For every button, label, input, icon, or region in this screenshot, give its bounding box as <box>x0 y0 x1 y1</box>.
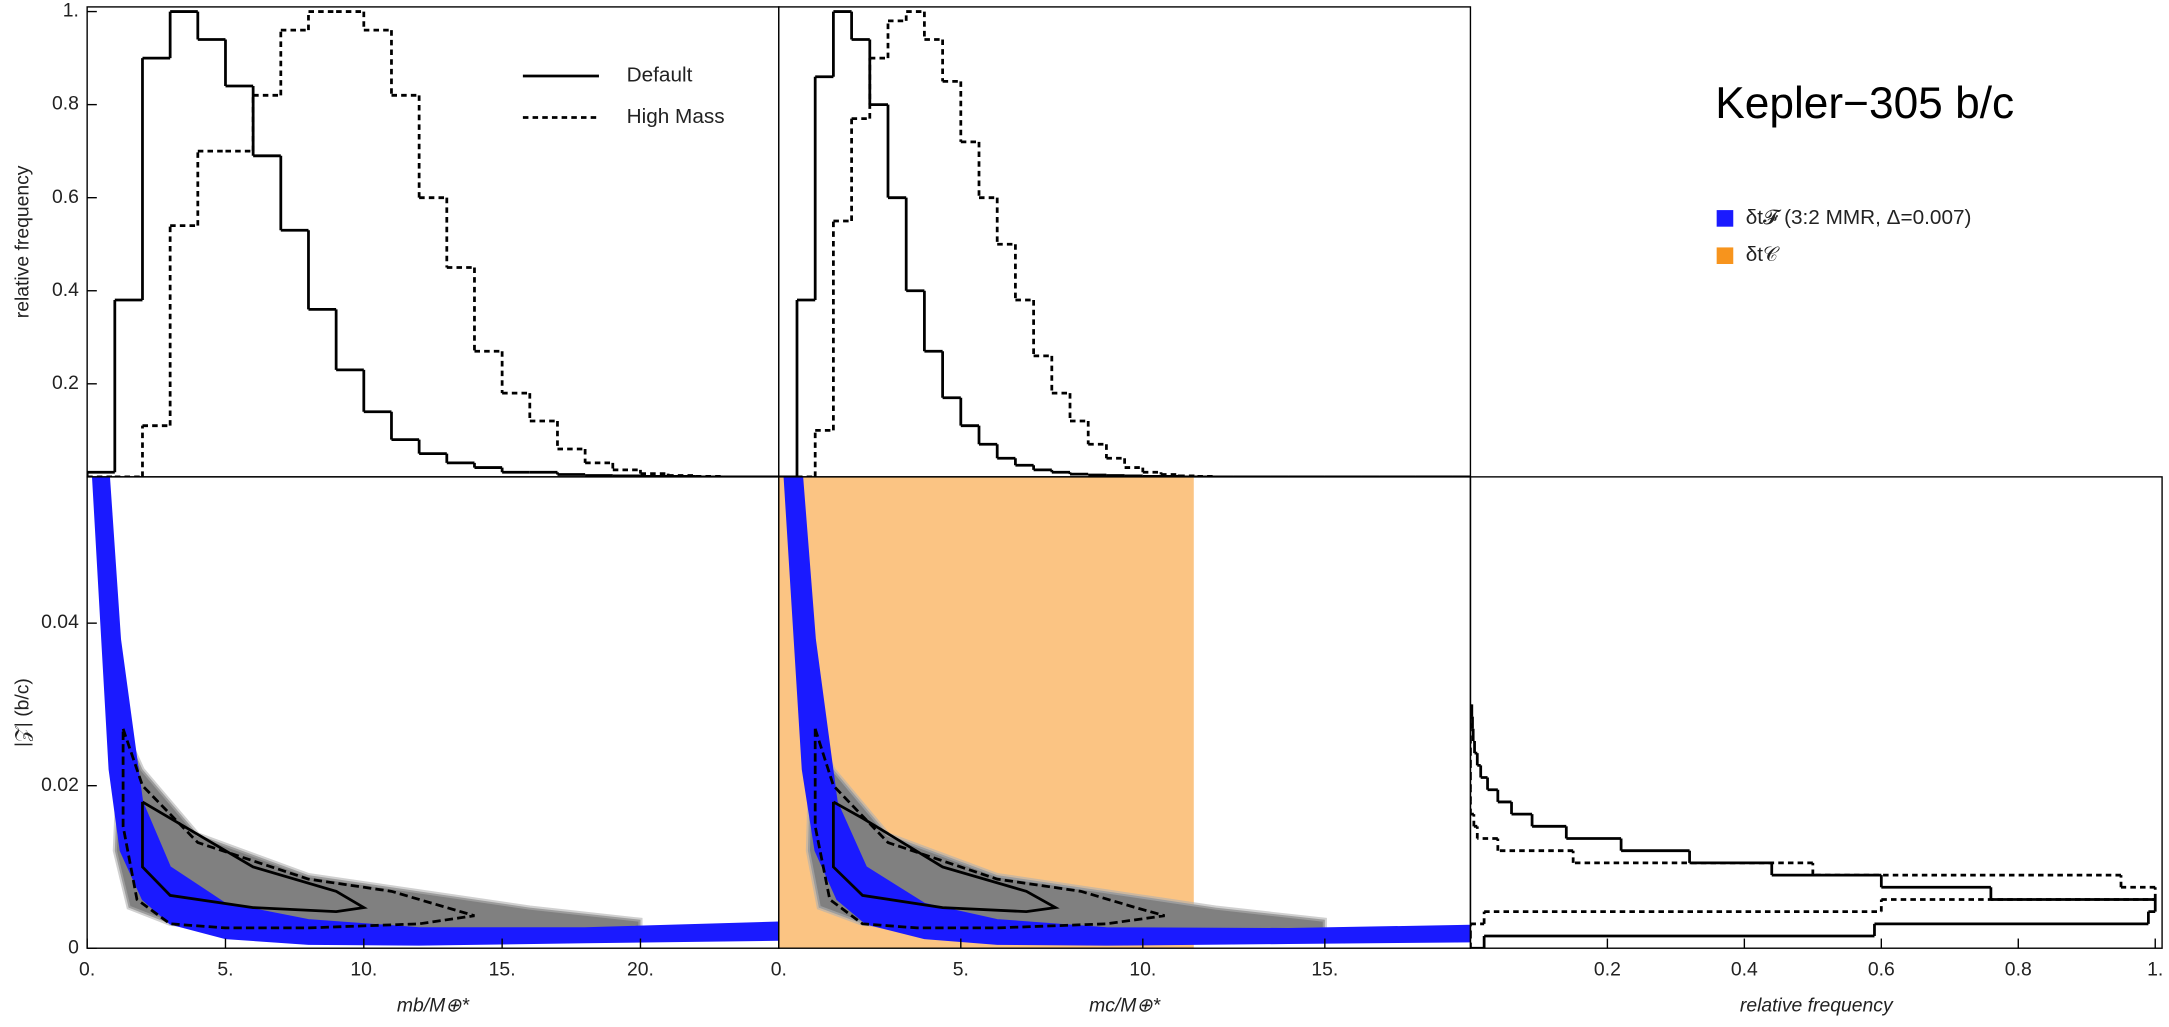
legend-swatch <box>1716 210 1734 227</box>
y-axis-label: relative frequency <box>12 165 34 318</box>
x-tick-label: 0.8 <box>2005 958 2032 980</box>
legend-swatch <box>1716 247 1734 265</box>
y-tick-label: 0.2 <box>52 372 79 394</box>
x-tick-label: 20. <box>627 958 654 980</box>
plot-area <box>778 476 1471 949</box>
plot-area <box>1470 704 2157 949</box>
band <box>783 476 1471 946</box>
x-axis-label: relative frequency <box>1740 994 1894 1016</box>
contour <box>813 728 1166 930</box>
x-tick-label: 1. <box>2147 958 2163 980</box>
x-tick-label: 10. <box>350 958 377 980</box>
y-tick-label: 0.02 <box>41 774 79 796</box>
legend-label: δt𝒞 <box>1746 243 1780 266</box>
contour <box>121 728 475 930</box>
figure-title: Kepler−305 b/c <box>1715 79 2014 128</box>
point-cloud <box>805 719 1327 935</box>
frame <box>1469 476 2163 949</box>
plot-area <box>91 476 779 946</box>
legend-label: High Mass <box>627 105 725 128</box>
contour <box>832 800 1060 914</box>
x-tick-label: 0.6 <box>1868 958 1895 980</box>
x-tick-label: 0.4 <box>1731 958 1758 980</box>
y-axis-label: |𝒵| (b/c) <box>12 678 34 747</box>
x-tick-label: 10. <box>1129 958 1156 980</box>
legend-label: δt𝓕 (3:2 MMR, Δ=0.007) <box>1746 206 1972 229</box>
plot-area <box>87 10 779 477</box>
contour <box>141 800 368 914</box>
y-tick-label: 0.8 <box>52 93 79 115</box>
y-tick-label: 0.4 <box>52 279 79 301</box>
x-tick-label: 5. <box>217 958 233 980</box>
y-tick-label: 1. <box>63 0 79 22</box>
x-axis-label: mb/M⊕* <box>397 994 471 1016</box>
y-tick-label: 0.6 <box>52 186 79 208</box>
x-tick-label: 0. <box>771 958 787 980</box>
x-tick-label: 15. <box>1311 958 1338 980</box>
plot-area <box>778 10 1471 477</box>
y-tick-label: 0.04 <box>41 611 79 633</box>
y-tick-label: 0 <box>68 936 79 958</box>
x-tick-label: 0.2 <box>1594 958 1621 980</box>
x-tick-label: 0. <box>79 958 95 980</box>
x-tick-label: 5. <box>953 958 969 980</box>
x-axis-label: mc/M⊕* <box>1089 994 1162 1016</box>
legend-label: Default <box>627 64 693 87</box>
x-tick-label: 15. <box>489 958 516 980</box>
